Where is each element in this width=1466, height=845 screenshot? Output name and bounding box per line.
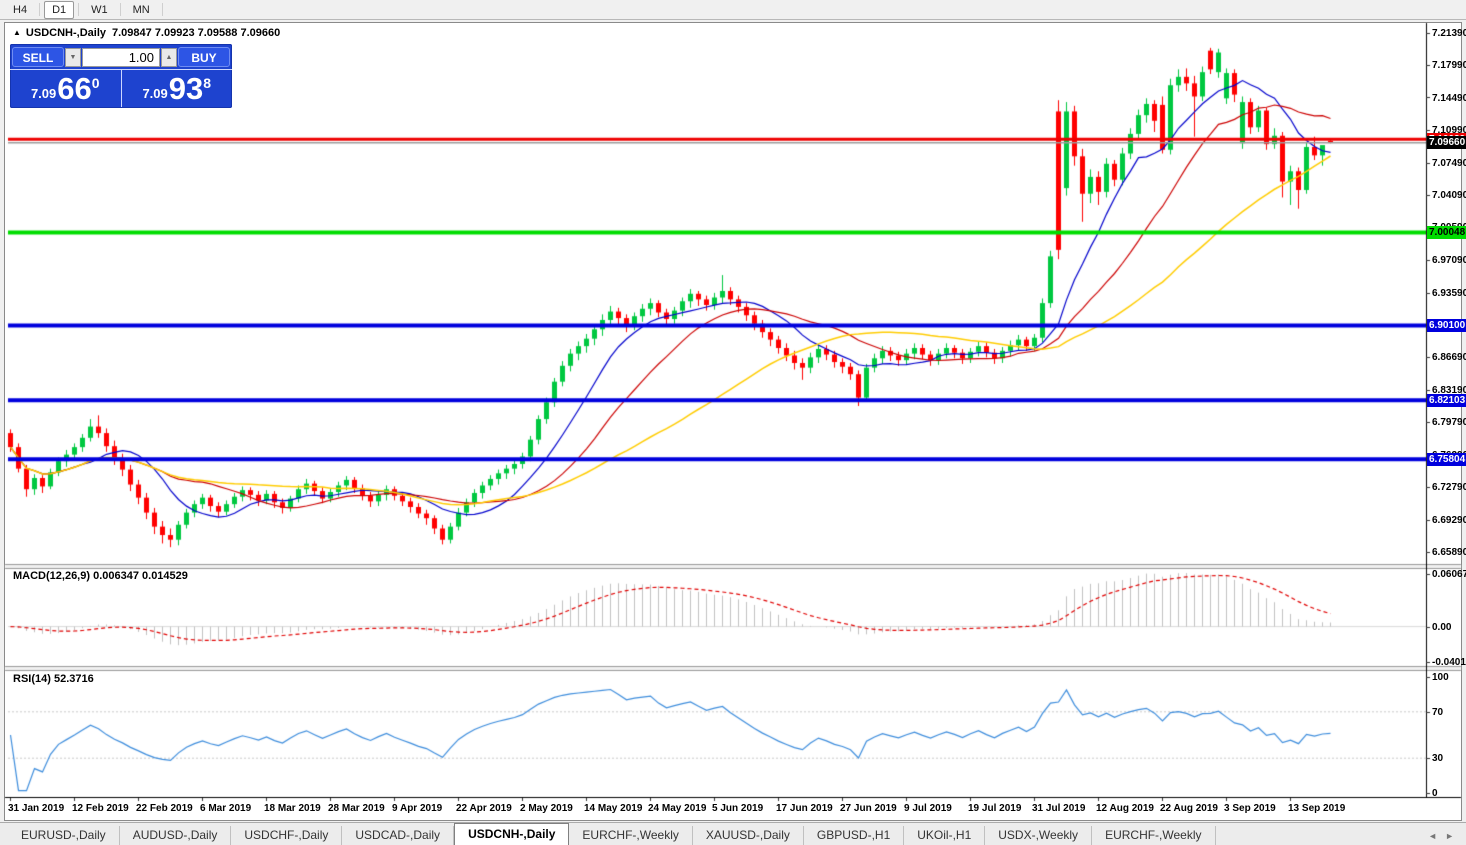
timeframe-button-mn[interactable]: MN	[132, 3, 150, 16]
one-click-trading-panel: SELL ▼ ▲ BUY 7.09 66 0 7.09 93 8	[10, 44, 232, 108]
price-axis-tick: 7.10990	[1432, 125, 1466, 137]
price-axis-tick: 6.72790	[1432, 482, 1466, 494]
price-axis-tick: 7.17990	[1432, 59, 1466, 71]
chart-tab-usdchf-daily[interactable]: USDCHF-,Daily	[231, 826, 343, 845]
timeframe-button-h4[interactable]: H4	[13, 3, 28, 16]
buy-price-pip-digit: 8	[203, 74, 212, 91]
timeframe-button-d1[interactable]: D1	[44, 0, 75, 19]
x-axis-date-label: 31 Jan 2019	[8, 803, 65, 814]
x-axis-date-label: 27 Jun 2019	[840, 803, 897, 814]
trade-controls-row: SELL ▼ ▲ BUY	[10, 44, 232, 68]
chart-title: ▲ USDCNH-,Daily 7.09847 7.09923 7.09588 7.…	[13, 27, 280, 39]
tab-nav-right-icon[interactable]: ►	[1445, 831, 1454, 841]
chart-tab-ukoil-h1[interactable]: UKOil-,H1	[904, 826, 986, 845]
price-badge: 6.82103	[1427, 393, 1466, 407]
sell-price-display[interactable]: 7.09 66 0	[10, 70, 121, 107]
chart-ohlc-values: 7.09847 7.09923 7.09588 7.09660	[112, 27, 281, 39]
chart-tab-usdcnh-daily[interactable]: USDCNH-,Daily	[454, 823, 570, 845]
price-axis-tick: 6.86690	[1432, 352, 1466, 364]
toolbar-separator	[39, 3, 41, 16]
price-badge: 7.00048	[1427, 226, 1466, 240]
volume-input[interactable]	[82, 47, 160, 67]
price-axis-tick: 6.69290	[1432, 515, 1466, 527]
toolbar-separator	[161, 3, 163, 16]
price-axis-tick: 6.97090	[1432, 255, 1466, 267]
rsi-axis-tick: 30	[1432, 753, 1444, 765]
buy-price-display[interactable]: 7.09 93 8	[122, 70, 233, 107]
price-axis-tick: 7.14490	[1432, 92, 1466, 104]
price-axis-tick: 6.79790	[1432, 416, 1466, 428]
rsi-axis-tick: 70	[1432, 706, 1444, 718]
buy-price-prefix: 7.09	[142, 85, 168, 101]
price-badge: 7.09660	[1427, 136, 1466, 150]
macd-axis-tick: 0.00	[1432, 621, 1452, 633]
x-axis-date-label: 12 Aug 2019	[1096, 803, 1154, 814]
timeframe-toolbar: H4 D1 W1 MN	[0, 0, 1466, 20]
rsi-axis-tick: 100	[1432, 672, 1449, 683]
x-axis-date-label: 24 May 2019	[648, 803, 707, 814]
chart-tab-xauusd-daily[interactable]: XAUUSD-,Daily	[693, 826, 804, 845]
price-axis-tick: 6.65890	[1432, 546, 1466, 558]
sell-price-prefix: 7.09	[30, 85, 57, 101]
price-axis-tick: 6.83190	[1432, 385, 1466, 397]
tab-nav: ◄ ►	[1428, 831, 1466, 845]
macd-indicator-label: MACD(12,26,9) 0.006347 0.014529	[13, 570, 188, 582]
chart-tab-usdcad-daily[interactable]: USDCAD-,Daily	[342, 826, 455, 845]
price-axis-tick: 6.93590	[1432, 287, 1466, 299]
x-axis-date-label: 3 Sep 2019	[1224, 803, 1276, 814]
x-axis-date-label: 17 Jun 2019	[776, 803, 833, 814]
x-axis-date-label: 2 May 2019	[520, 803, 573, 814]
chart-tab-audusd-daily[interactable]: AUDUSD-,Daily	[120, 826, 232, 845]
x-axis-date-label: 31 Jul 2019	[1032, 803, 1086, 814]
x-axis-date-label: 22 Feb 2019	[136, 803, 193, 814]
x-axis-date-label: 6 Mar 2019	[200, 803, 252, 814]
x-axis-date-label: 19 Jul 2019	[968, 803, 1022, 814]
chart-tab-bar: EURUSD-,Daily AUDUSD-,Daily USDCHF-,Daily U…	[0, 822, 1466, 845]
toolbar-separator	[119, 3, 121, 16]
chart-tab-eurchf-weekly[interactable]: EURCHF-,Weekly	[569, 826, 693, 845]
chart-symbol-title: USDCNH-,Daily	[25, 27, 106, 39]
price-axis-tick: 7.04090	[1432, 189, 1466, 201]
x-axis-date-label: 14 May 2019	[584, 803, 643, 814]
chart-tab-usdx-weekly[interactable]: USDX-,Weekly	[985, 826, 1093, 845]
price-axis-tick: 7.07490	[1432, 157, 1466, 169]
x-axis-date-label: 9 Jul 2019	[904, 803, 952, 814]
x-axis-date-label: 5 Jun 2019	[712, 803, 764, 814]
toolbar-separator	[78, 3, 80, 16]
x-axis-date-label: 9 Apr 2019	[392, 803, 443, 814]
macd-axis-tick: 0.060674	[1432, 568, 1466, 580]
volume-decrease-button[interactable]: ▼	[65, 47, 81, 67]
x-axis-date-label: 22 Apr 2019	[456, 803, 512, 814]
x-axis-date-label: 22 Aug 2019	[1160, 803, 1218, 814]
price-axis-tick: 7.21390	[1432, 27, 1466, 39]
price-divider	[120, 70, 122, 107]
timeframe-button-w1[interactable]: W1	[91, 3, 108, 16]
rsi-indicator-label: RSI(14) 52.3716	[13, 673, 94, 685]
chart-tab-gbpusd-h1[interactable]: GBPUSD-,H1	[804, 826, 905, 845]
buy-price-big-digits: 93	[168, 71, 204, 106]
collapse-chart-icon[interactable]: ▲	[13, 28, 21, 37]
x-axis-date-label: 18 Mar 2019	[264, 803, 321, 814]
x-axis-date-label: 13 Sep 2019	[1288, 803, 1346, 814]
sell-price-big-digits: 66	[57, 71, 92, 106]
tab-nav-left-icon[interactable]: ◄	[1428, 831, 1438, 841]
macd-axis-tick: -0.040152	[1432, 656, 1466, 668]
chart-tab-eurchf-weekly[interactable]: EURCHF-,Weekly	[1092, 826, 1216, 845]
buy-button[interactable]: BUY	[178, 47, 230, 67]
trade-prices-row: 7.09 66 0 7.09 93 8	[10, 69, 232, 107]
price-badge: 6.75804	[1427, 452, 1466, 466]
sell-button[interactable]: SELL	[12, 47, 64, 67]
rsi-axis-tick: 0	[1432, 788, 1438, 799]
sell-price-pip-digit: 0	[91, 74, 100, 91]
x-axis-date-label: 28 Mar 2019	[328, 803, 385, 814]
volume-increase-button[interactable]: ▲	[161, 47, 177, 67]
chart-tab-eurusd-daily[interactable]: EURUSD-,Daily	[8, 826, 120, 845]
price-badge: 6.90100	[1427, 319, 1466, 333]
x-axis-date-label: 12 Feb 2019	[72, 803, 129, 814]
